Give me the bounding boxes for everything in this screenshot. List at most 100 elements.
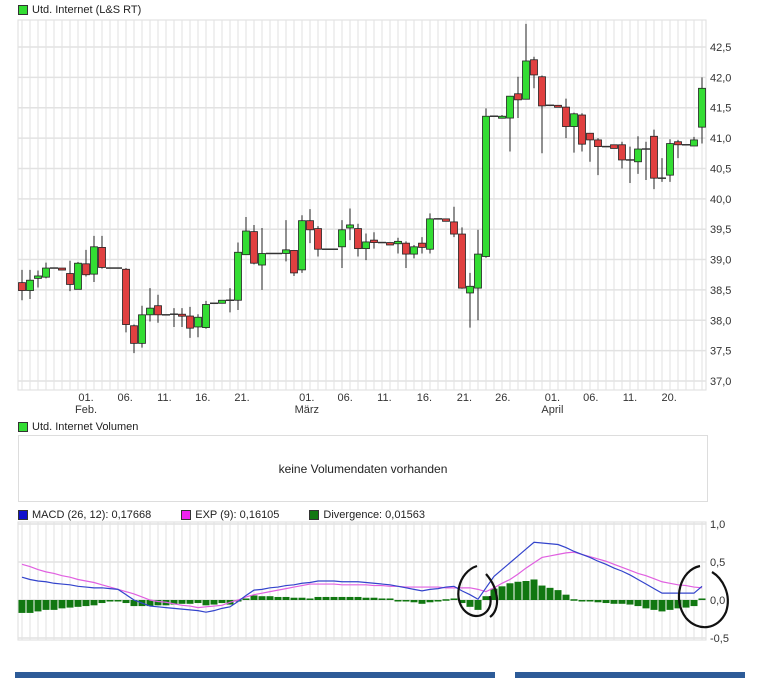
candle	[66, 260, 74, 292]
candle	[554, 104, 562, 108]
candle-body	[426, 218, 434, 250]
divergence-bar	[250, 595, 258, 600]
candle-body	[410, 246, 418, 255]
candle-body	[618, 144, 626, 161]
candle	[698, 77, 706, 144]
candle-body	[34, 275, 42, 279]
candle-body	[258, 253, 266, 266]
candle-body	[506, 95, 514, 119]
hand-drawn-circle-annotation	[457, 564, 499, 618]
divergence-bar	[194, 600, 202, 604]
candle-body	[386, 242, 394, 246]
footer-bar-left[interactable]	[15, 672, 495, 678]
macd-legend: MACD (26, 12): 0,17668 EXP (9): 0,16105 …	[18, 509, 451, 521]
divergence-bar	[594, 600, 602, 603]
candle-body	[362, 241, 370, 250]
volume-legend-swatch	[18, 422, 28, 432]
candle-body	[530, 59, 538, 76]
price-legend-label: Utd. Internet (L&S RT)	[32, 4, 142, 16]
candle	[338, 220, 346, 269]
divergence-bar	[394, 600, 402, 602]
divergence-bar	[346, 596, 354, 600]
candle	[594, 138, 602, 176]
macd-legend-label: MACD (26, 12): 0,17668	[32, 509, 152, 521]
candle	[450, 206, 458, 238]
macd-y-tick: 0,0	[710, 595, 725, 607]
candle-body	[298, 220, 306, 271]
candle-body	[466, 285, 474, 294]
candle	[498, 115, 506, 119]
candle-body	[282, 249, 290, 254]
footer-bar-right[interactable]	[515, 672, 745, 678]
divergence-swatch	[309, 510, 320, 520]
candle	[130, 324, 138, 354]
divergence-bar	[210, 600, 218, 605]
divergence-bar	[146, 600, 154, 607]
candle	[282, 220, 290, 262]
divergence-bar	[426, 600, 434, 603]
candle-body	[418, 242, 426, 248]
candle	[218, 299, 226, 304]
divergence-bar	[506, 583, 514, 600]
candle-body	[186, 315, 194, 329]
divergence-bar	[546, 587, 554, 600]
candle	[650, 129, 658, 190]
divergence-bar	[42, 600, 50, 610]
candle	[530, 56, 538, 89]
date-tick: 11.	[623, 392, 637, 404]
month-label: Feb.	[75, 404, 97, 416]
candle	[18, 269, 26, 301]
divergence-bar	[690, 600, 698, 607]
price-y-tick: 38,0	[710, 315, 731, 327]
divergence-bar	[338, 596, 346, 600]
price-y-tick: 39,0	[710, 255, 731, 267]
divergence-legend-label: Divergence: 0,01563	[323, 509, 425, 521]
candle	[618, 141, 626, 169]
divergence-bar	[98, 600, 106, 604]
candle	[42, 262, 50, 279]
divergence-bar	[114, 600, 122, 602]
candle	[514, 76, 522, 119]
candle-body	[18, 282, 26, 291]
divergence-bar	[130, 600, 138, 607]
candle	[146, 288, 154, 322]
candle	[186, 306, 194, 338]
candle-body	[458, 233, 466, 289]
candle-body	[154, 305, 162, 316]
month-label: April	[541, 404, 563, 416]
month-label: März	[295, 404, 319, 416]
candle	[194, 314, 202, 338]
divergence-bar	[90, 600, 98, 606]
price-y-tick: 39,5	[710, 224, 731, 236]
price-y-tick: 40,5	[710, 163, 731, 175]
date-tick: 21.	[234, 392, 249, 404]
candle	[250, 224, 258, 265]
candle	[442, 218, 450, 222]
candle-body	[202, 304, 210, 328]
candle	[426, 213, 434, 254]
divergence-bar	[642, 600, 650, 609]
divergence-bar	[618, 600, 626, 604]
candle	[74, 261, 82, 290]
divergence-bar	[658, 600, 666, 612]
volume-legend: Utd. Internet Volumen	[18, 421, 138, 433]
macd-legend-item: MACD (26, 12): 0,17668	[18, 509, 151, 521]
divergence-bar	[122, 600, 130, 604]
date-tick: 20.	[662, 392, 677, 404]
candle-body	[74, 262, 82, 290]
divergence-bar	[106, 600, 114, 602]
divergence-bar	[450, 598, 458, 600]
macd-swatch	[18, 510, 28, 520]
candle	[402, 241, 410, 269]
candle-body	[314, 228, 322, 250]
candle	[298, 215, 306, 273]
macd-y-tick: 0,5	[710, 557, 725, 569]
candle	[26, 269, 34, 300]
divergence-bar	[466, 600, 474, 607]
volume-empty-message: keine Volumendaten vorhanden	[278, 461, 448, 476]
candle-body	[82, 263, 90, 276]
volume-panel: keine Volumendaten vorhanden	[18, 435, 708, 502]
candle	[562, 98, 570, 139]
divergence-bar	[298, 597, 306, 600]
divergence-bar	[562, 594, 570, 600]
